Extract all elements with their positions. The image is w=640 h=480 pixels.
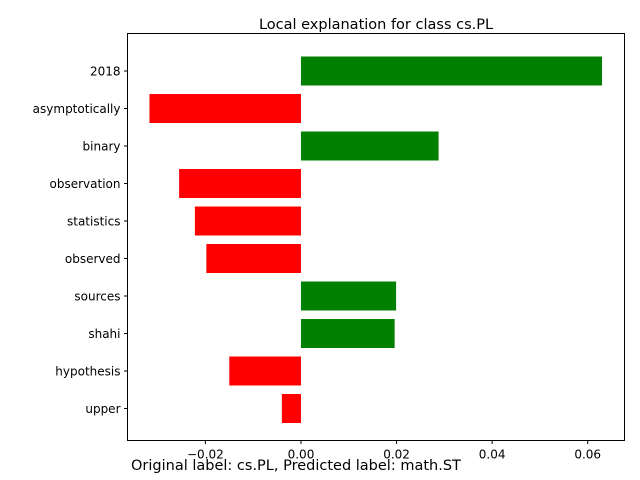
prediction-caption: Original label: cs.PL, Predicted label: … <box>131 458 461 474</box>
category-labels: 2018 asymptotically binary observation stati… <box>33 65 128 416</box>
category-label-statistics: statistics <box>67 215 121 229</box>
bar-2018 <box>300 56 603 86</box>
x-axis-ticks: −0.02 0.00 0.02 0.04 0.06 <box>187 440 601 462</box>
bar-observed <box>206 244 301 273</box>
x-tick-label: 0.00 <box>288 448 315 462</box>
chart-title: Local explanation for class cs.PL <box>259 17 493 33</box>
plot-frame <box>127 33 625 441</box>
category-label-2018: 2018 <box>90 65 121 79</box>
bar-binary <box>300 131 439 161</box>
x-tick-label: 0.02 <box>383 448 410 462</box>
x-tick-label: −0.02 <box>187 448 224 462</box>
bar-asymptotically <box>149 94 301 123</box>
category-label-shahi: shahi <box>88 327 120 341</box>
category-label-observation: observation <box>50 177 121 191</box>
bar-sources <box>300 281 397 311</box>
bar-shahi <box>300 319 395 348</box>
category-label-upper: upper <box>85 402 120 416</box>
category-label-binary: binary <box>83 140 121 154</box>
bar-hypothesis <box>229 356 301 386</box>
category-label-hypothesis: hypothesis <box>55 365 120 379</box>
category-label-asymptotically: asymptotically <box>33 102 121 116</box>
x-tick-label: 0.04 <box>479 448 506 462</box>
x-tick-label: 0.06 <box>574 448 601 462</box>
bar-observation <box>179 169 301 198</box>
bars <box>149 56 603 423</box>
category-label-sources: sources <box>74 290 120 304</box>
category-label-observed: observed <box>65 252 121 266</box>
bar-statistics <box>194 206 301 236</box>
bar-upper <box>281 394 301 423</box>
